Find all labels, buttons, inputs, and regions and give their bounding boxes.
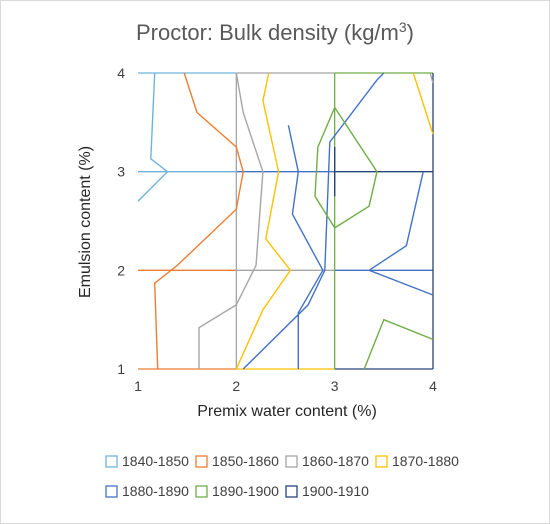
contour-1870-1880-0 — [235, 72, 292, 370]
chart-title-main: Proctor: Bulk density (kg/m — [136, 20, 399, 45]
x-axis-title: Premix water content (%) — [197, 403, 377, 420]
legend-label: 1850-1860 — [212, 453, 279, 469]
y-tick-label: 2 — [117, 262, 125, 278]
legend-item-1880-1890: 1880-1890 — [105, 483, 189, 499]
contour-1840-1850-0 — [137, 72, 169, 202]
legend-item-1850-1860: 1850-1860 — [195, 453, 279, 469]
legend-swatch — [195, 485, 208, 498]
plot-area: 1 2 3 4 1 2 3 4 — [117, 65, 437, 394]
chart-title-suffix: ) — [407, 20, 414, 45]
legend-swatch — [105, 455, 118, 468]
legend-item-1890-1900: 1890-1900 — [195, 483, 279, 499]
legend-item-1870-1880: 1870-1880 — [375, 453, 459, 469]
contour-1880-1890-1 — [367, 171, 434, 296]
legend-item-1860-1870: 1860-1870 — [285, 453, 369, 469]
contour-1870-1880-1 — [412, 72, 434, 135]
y-tick-label: 1 — [117, 361, 125, 377]
chart-title: Proctor: Bulk density (kg/m3) — [136, 19, 414, 45]
contour-1880-1890-2 — [242, 72, 385, 370]
y-tick-label: 3 — [117, 164, 125, 180]
contour-1860-1870-0 — [198, 72, 264, 369]
x-tick-label: 1 — [134, 378, 142, 394]
legend-item-1900-1910: 1900-1910 — [285, 483, 369, 499]
contour-1890-1900-0 — [314, 107, 378, 229]
legend-swatch — [195, 455, 208, 468]
y-tick-label: 4 — [117, 65, 125, 81]
contour-1880-1890-0 — [287, 125, 324, 369]
legend-item-1840-1850: 1840-1850 — [105, 453, 189, 469]
legend-swatch — [285, 485, 298, 498]
contour-1850-1860-0 — [153, 72, 244, 370]
legend: 1840-1850 1850-1860 1860-1870 1870-1880 1880… — [105, 453, 459, 499]
x-tick-label: 2 — [232, 378, 240, 394]
legend-label: 1860-1870 — [302, 453, 369, 469]
legend-label: 1880-1890 — [122, 483, 189, 499]
legend-swatch — [105, 485, 118, 498]
legend-label: 1870-1880 — [392, 453, 459, 469]
contour-1890-1900-1 — [363, 318, 434, 370]
contour-1860-1870-1 — [429, 72, 434, 84]
legend-swatch — [375, 455, 388, 468]
legend-label: 1890-1900 — [212, 483, 279, 499]
x-tick-label: 3 — [331, 378, 339, 394]
legend-label: 1900-1910 — [302, 483, 369, 499]
x-tick-label: 4 — [429, 378, 437, 394]
y-axis-title: Emulsion content (%) — [77, 146, 94, 298]
legend-label: 1840-1850 — [122, 453, 189, 469]
legend-swatch — [285, 455, 298, 468]
chart-title-superscript: 3 — [399, 19, 407, 35]
